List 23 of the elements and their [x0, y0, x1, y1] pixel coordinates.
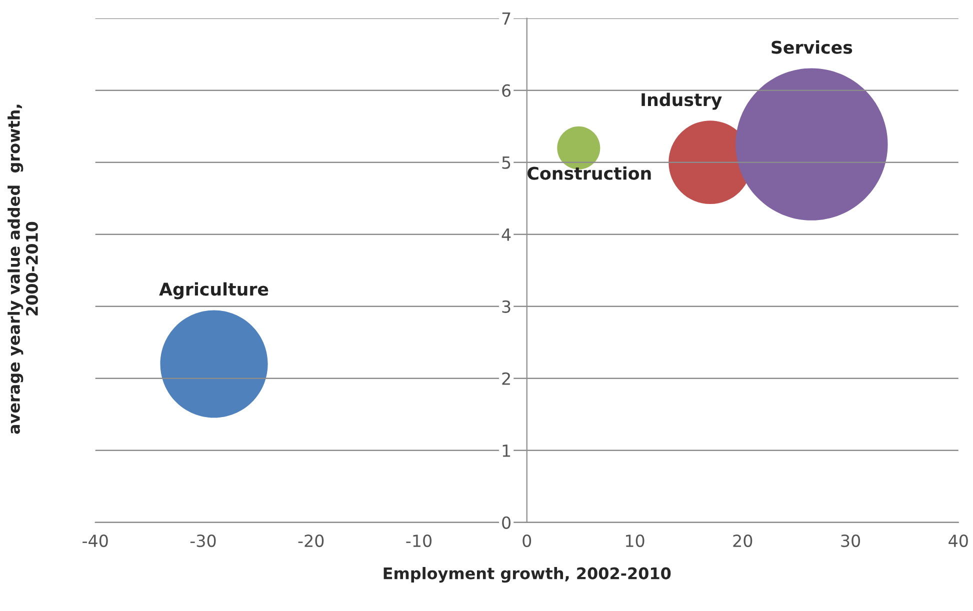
series-label: Construction: [528, 166, 651, 180]
series-label: Services: [772, 40, 852, 54]
y-tick-label: 3: [502, 300, 510, 313]
x-tick-label: 30: [841, 534, 860, 548]
x-tick-label: 0: [522, 534, 532, 548]
x-tick-label: -20: [298, 534, 324, 548]
y-tick-label: 0: [502, 516, 510, 529]
y-tick-label: 2: [502, 372, 510, 385]
series-label: Agriculture: [159, 282, 268, 300]
y-tick-label: 4: [502, 228, 511, 241]
series-label: Industry: [642, 92, 722, 110]
x-tick-label: 10: [626, 534, 644, 548]
x-tick-label: -30: [190, 534, 216, 548]
x-tick-label: -40: [82, 534, 108, 548]
y-tick-label: 6: [502, 84, 511, 97]
x-axis-title: Employment growth, 2002-2010: [384, 567, 671, 583]
y-tick-label: 1: [502, 444, 510, 457]
x-tick-label: -10: [406, 534, 432, 548]
x-tick-label: 20: [733, 534, 752, 548]
y-tick-label: 5: [502, 156, 510, 169]
y-axis-title: average yearly value added growth, 2000-2010: [8, 104, 38, 434]
y-tick-label: 7: [502, 12, 510, 25]
x-tick-label: 40: [948, 534, 968, 548]
